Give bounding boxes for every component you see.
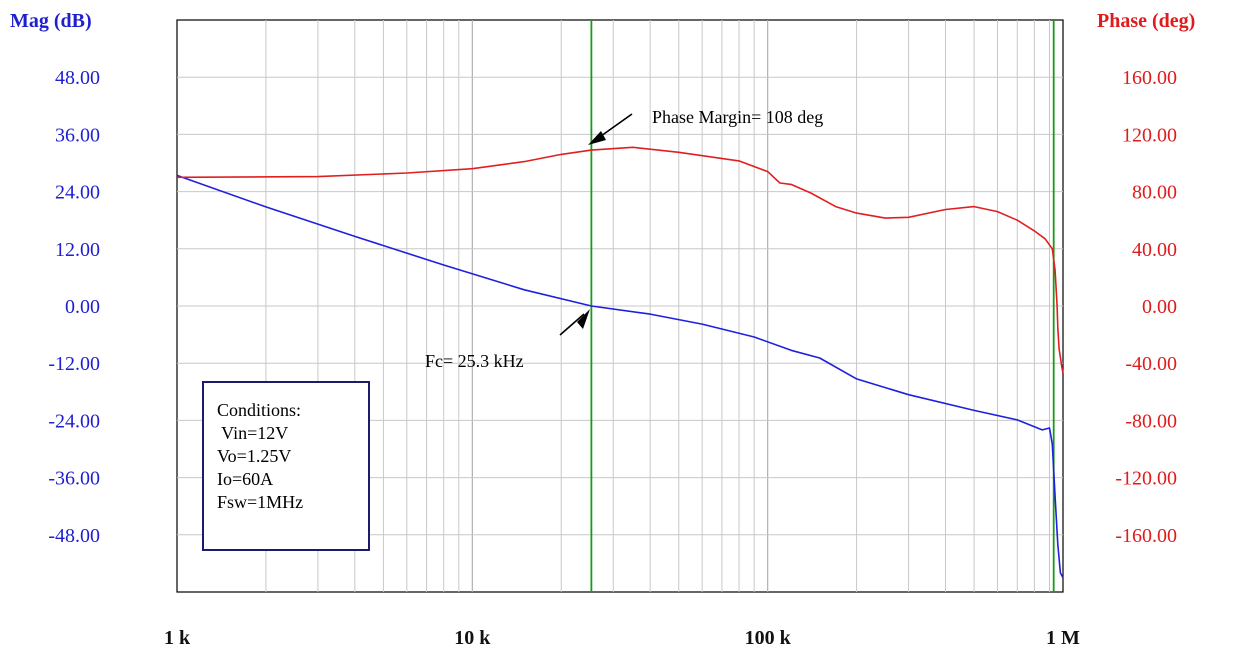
- left-axis-label: Mag (dB): [10, 10, 92, 32]
- mag-tick-label: -24.00: [48, 410, 100, 432]
- phase-margin-arrowhead: [588, 131, 606, 145]
- right-axis-label: Phase (deg): [1097, 10, 1195, 32]
- series-group: [176, 146, 1064, 579]
- phase-tick-label: 120.00: [1122, 124, 1177, 146]
- x-tick-label: 10 k: [454, 627, 491, 649]
- condition-io: Io=60A: [217, 469, 274, 489]
- x-tick-label: 1 M: [1046, 627, 1080, 649]
- phase-tick-label: -40.00: [1125, 353, 1177, 375]
- phase-tick-label: -80.00: [1125, 410, 1177, 432]
- phase-tick-label: 160.00: [1122, 67, 1177, 89]
- phase-margin-label: Phase Margin= 108 deg: [652, 107, 823, 127]
- mag-tick-label: 48.00: [55, 67, 100, 89]
- annotations: Phase Margin= 108 deg Fc= 25.3 kHz: [425, 107, 823, 371]
- mag-tick-label: -48.00: [48, 525, 100, 547]
- phase-tick-label: 0.00: [1142, 296, 1177, 318]
- phase-tick-label: 80.00: [1132, 182, 1177, 204]
- phase-tick-label: -160.00: [1115, 525, 1177, 547]
- mag-tick-label: 24.00: [55, 182, 100, 204]
- conditions-title: Conditions:: [217, 400, 302, 420]
- mag-series-line: [176, 174, 1064, 579]
- tick-labels: 48.00 36.00 24.00 12.00 0.00 -12.00 -24.00 -36.…: [48, 67, 1177, 649]
- condition-vin: Vin=12V: [217, 423, 289, 443]
- mag-tick-label: -36.00: [48, 468, 100, 490]
- phase-tick-label: -120.00: [1115, 468, 1177, 490]
- condition-fsw: Fsw=1MHz: [217, 492, 304, 512]
- fc-arrowhead: [577, 309, 590, 329]
- fc-label: Fc= 25.3 kHz: [425, 351, 524, 371]
- x-tick-label: 1 k: [164, 627, 191, 649]
- conditions-box: Conditions: Vin=12V Vo=1.25V Io=60A Fsw=…: [202, 381, 370, 551]
- fc-arrow: [559, 313, 585, 336]
- condition-vo: Vo=1.25V: [217, 446, 292, 466]
- x-tick-label: 100 k: [745, 627, 792, 649]
- mag-tick-label: -12.00: [48, 353, 100, 375]
- mag-tick-label: 0.00: [65, 296, 100, 318]
- phase-series-line: [176, 146, 1064, 374]
- mag-tick-label: 12.00: [55, 239, 100, 261]
- mag-tick-label: 36.00: [55, 124, 100, 146]
- phase-tick-label: 40.00: [1132, 239, 1177, 261]
